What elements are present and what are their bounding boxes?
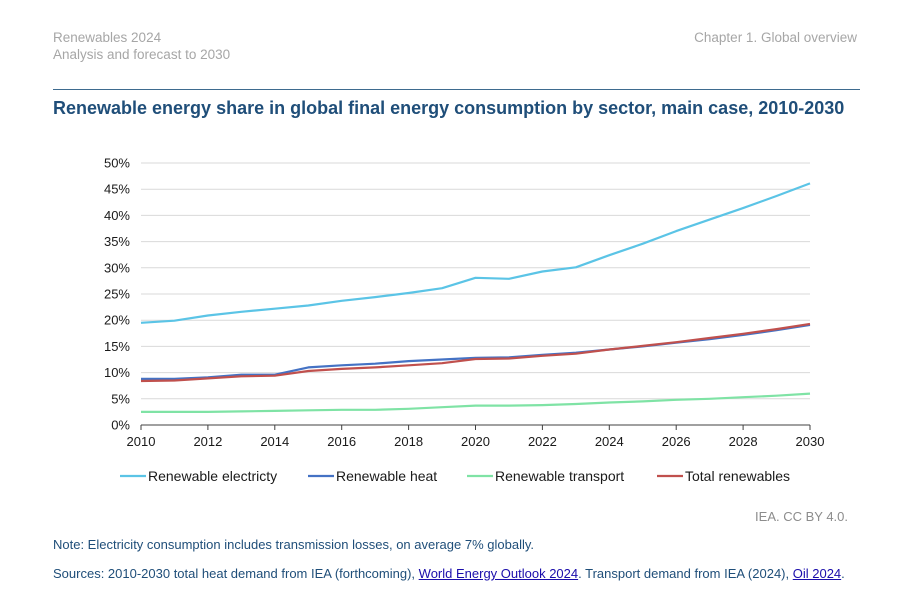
y-tick-label: 45% xyxy=(104,182,130,197)
legend-label: Total renewables xyxy=(685,468,790,484)
report-title: Renewables 2024 xyxy=(53,30,162,45)
figure-note: Note: Electricity consumption includes t… xyxy=(53,537,534,552)
x-tick-label: 2014 xyxy=(260,434,289,449)
x-tick-label: 2018 xyxy=(394,434,423,449)
legend-item-total-renewables: Total renewables xyxy=(657,468,790,484)
sources-text-1: Sources: 2010-2030 total heat demand fro… xyxy=(53,566,419,581)
legend-item-renewable-transport: Renewable transport xyxy=(467,468,624,484)
y-tick-label: 40% xyxy=(104,208,130,223)
sources-text-3: . xyxy=(841,566,845,581)
series-line-total-renewables xyxy=(140,322,811,383)
report-subtitle: Analysis and forecast to 2030 xyxy=(53,47,231,62)
x-tick-label: 2030 xyxy=(796,434,825,449)
report-header: Renewables 2024 Analysis and forecast to… xyxy=(53,29,230,63)
legend-label: Renewable heat xyxy=(336,468,437,484)
y-tick-label: 0% xyxy=(111,418,130,433)
world-energy-outlook-link[interactable]: World Energy Outlook 2024 xyxy=(418,566,579,581)
y-tick-label: 15% xyxy=(104,339,130,354)
chapter-label: Chapter 1. Global overview xyxy=(694,30,857,45)
series-line-renewable-transport xyxy=(141,392,811,413)
legend: Renewable electricty Renewable heat Renewa… xyxy=(120,468,790,484)
y-tick-label: 10% xyxy=(104,365,130,380)
legend-label: Renewable electricty xyxy=(148,468,277,484)
y-axis: 0% 5% 10% 15% 20% 25% 30% 35% 40% 45% 50% xyxy=(104,156,130,433)
x-tick-label: 2026 xyxy=(662,434,691,449)
y-tick-label: 25% xyxy=(104,287,130,302)
x-tick-label: 2028 xyxy=(729,434,758,449)
sources-text-2: . Transport demand from IEA (2024), xyxy=(578,566,793,581)
legend-item-renewable-electricty: Renewable electricty xyxy=(120,468,277,484)
legend-item-renewable-heat: Renewable heat xyxy=(308,468,437,484)
gridlines xyxy=(141,162,810,400)
x-axis: 2010 2012 2014 2016 2018 2020 2022 2024 2026 2028… xyxy=(127,424,825,449)
figure-title: Renewable energy share in global final e… xyxy=(53,98,845,118)
oil-2024-link[interactable]: Oil 2024 xyxy=(792,566,842,581)
y-tick-label: 50% xyxy=(104,156,130,171)
y-tick-label: 5% xyxy=(111,391,130,406)
x-tick-label: 2024 xyxy=(595,434,624,449)
series-lines xyxy=(140,182,811,413)
y-tick-label: 20% xyxy=(104,313,130,328)
x-tick-label: 2020 xyxy=(461,434,490,449)
series-line-renewable-electricty xyxy=(140,182,811,324)
figure-sources: Sources: 2010-2030 total heat demand fro… xyxy=(53,565,859,582)
x-tick-label: 2016 xyxy=(327,434,356,449)
legend-label: Renewable transport xyxy=(495,468,624,484)
y-tick-label: 30% xyxy=(104,260,130,275)
series-line-renewable-heat xyxy=(141,323,811,380)
header-divider xyxy=(53,89,860,90)
y-tick-label: 35% xyxy=(104,234,130,249)
x-tick-label: 2010 xyxy=(127,434,156,449)
figure-credit: IEA. CC BY 4.0. xyxy=(755,509,848,524)
x-tick-label: 2022 xyxy=(528,434,557,449)
x-tick-label: 2012 xyxy=(193,434,222,449)
